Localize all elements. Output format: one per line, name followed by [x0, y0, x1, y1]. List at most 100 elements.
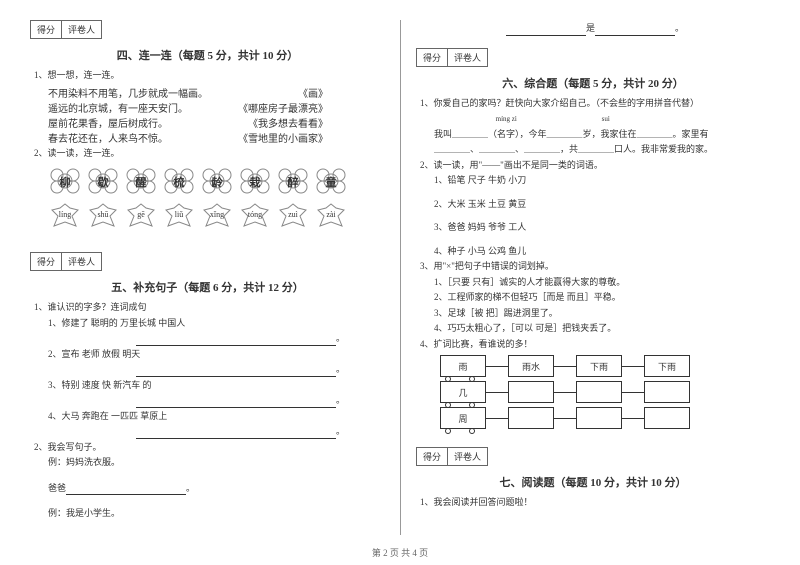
- match-left: 不用染料不用笔，几步就成一幅画。: [48, 85, 208, 100]
- score-label: 得分: [417, 49, 448, 66]
- chain-link: [622, 366, 644, 367]
- score-box-6: 得分 评卷人: [416, 48, 488, 67]
- leaf-item: liǔ: [162, 202, 196, 230]
- chain-box[interactable]: 下雨: [644, 355, 690, 377]
- score-label: 得分: [31, 253, 62, 270]
- leaf-item: tóng: [238, 202, 272, 230]
- flower-char: 梳: [162, 174, 196, 190]
- marker-label: 评卷人: [448, 49, 487, 66]
- section-6-title: 六、综合题（每题 5 分，共计 20 分）: [416, 75, 770, 91]
- q5-1: 1、谁认识的字多？连词成句: [34, 301, 385, 315]
- chain-box[interactable]: 雨水: [508, 355, 554, 377]
- leaf-pinyin: xǐng: [200, 210, 234, 219]
- leaf-pinyin: líng: [48, 210, 82, 219]
- q6-1: 1、你爱自己的家吗？赶快向大家介绍自己。（不会些的字用拼音代替）: [420, 97, 770, 111]
- chain-link: [622, 392, 644, 393]
- baba-line[interactable]: 爸爸。: [48, 482, 385, 496]
- chain-first: 雨: [440, 355, 486, 377]
- answer-line[interactable]: 。: [48, 332, 345, 346]
- answer-line[interactable]: 。: [48, 394, 345, 408]
- q5-item: 1、修建了 聪明的 万里长城 中国人: [48, 317, 385, 331]
- q5-item: 4、大马 奔跑在 一匹匹 草原上: [48, 410, 385, 424]
- answer-line[interactable]: 。: [48, 363, 345, 377]
- chain-first: 几: [440, 381, 486, 403]
- match-row: 不用染料不用笔，几步就成一幅画。 《画》: [48, 85, 328, 100]
- score-label: 得分: [417, 448, 448, 465]
- marker-label: 评卷人: [448, 448, 487, 465]
- leaf-pinyin: liǔ: [162, 210, 196, 219]
- q7-1: 1、我会阅读并回答问题啦！: [420, 496, 770, 510]
- ruby-line: míng zì suì: [434, 112, 770, 126]
- leaf-pinyin: tóng: [238, 210, 272, 219]
- score-box-7: 得分 评卷人: [416, 447, 488, 466]
- match-left: 屋前花果香，屋后树成行。: [48, 115, 168, 130]
- match-left: 春去花还在，人来鸟不惊。: [48, 130, 168, 145]
- match-left: 遥远的北京城，有一座天安门。: [48, 100, 188, 115]
- q6-3-item[interactable]: 2、工程师家的梯不但轻巧［而是 而且］平稳。: [434, 291, 770, 305]
- match-right: 《我多想去看看》: [248, 115, 328, 130]
- word-group[interactable]: 1、铅笔 尺子 牛奶 小刀: [434, 174, 770, 188]
- leaf-pinyin: zài: [314, 210, 348, 219]
- flower-char: 柳: [48, 174, 82, 190]
- word-group[interactable]: 4、种子 小马 公鸡 鱼儿: [434, 245, 770, 259]
- chain-box[interactable]: [508, 407, 554, 429]
- chain-first: 周: [440, 407, 486, 429]
- flower-char: 歇: [86, 174, 120, 190]
- chain-link: [622, 418, 644, 419]
- flower-item: 醉: [276, 166, 310, 196]
- chain-box[interactable]: 下雨: [576, 355, 622, 377]
- page-footer: 第 2 页 共 4 页: [0, 546, 800, 559]
- example-text: 妈妈洗衣服。: [66, 457, 120, 467]
- fill-text-b[interactable]: ＿＿＿＿、＿＿＿＿、＿＿＿＿，共＿＿＿＿口人。我非常爱我的家。: [434, 143, 770, 157]
- left-column: 得分 评卷人 四、连一连（每题 5 分，共计 10 分） 1、想一想，连一连。 …: [30, 20, 400, 535]
- word-group[interactable]: 2、大米 玉米 土豆 黄豆: [434, 198, 770, 212]
- flower-char: 童: [314, 174, 348, 190]
- chain-link: [554, 418, 576, 419]
- chain-link: [554, 366, 576, 367]
- pinyin-ruby: suì: [591, 116, 621, 123]
- match-row: 遥远的北京城，有一座天安门。 《哪座房子最漂亮》: [48, 100, 328, 115]
- q6-3: 3、用"×"把句子中错误的词划掉。: [420, 260, 770, 274]
- word-group[interactable]: 3、爸爸 妈妈 爷爷 工人: [434, 221, 770, 235]
- chain-link: [486, 366, 508, 367]
- flower-item: 醒: [124, 166, 158, 196]
- is-char: 是: [586, 23, 595, 33]
- score-box-4: 得分 评卷人: [30, 20, 102, 39]
- section-4-title: 四、连一连（每题 5 分，共计 10 分）: [30, 47, 385, 63]
- chain-char: 几: [458, 388, 467, 398]
- chain-box[interactable]: [508, 381, 554, 403]
- leaf-item: xǐng: [200, 202, 234, 230]
- flower-row: 柳 歇 醒 梳 龄 栽 醉 童: [48, 166, 385, 196]
- leaf-row: líng shū gē liǔ xǐng tóng zuì zài: [48, 202, 385, 230]
- chain-box[interactable]: [644, 407, 690, 429]
- chain-box[interactable]: [576, 407, 622, 429]
- leaf-item: gē: [124, 202, 158, 230]
- chain-link: [486, 392, 508, 393]
- chain-link: [486, 418, 508, 419]
- chain-box[interactable]: [576, 381, 622, 403]
- flower-char: 龄: [200, 174, 234, 190]
- q5-item: 3、特别 速度 快 新汽车 的: [48, 379, 385, 393]
- fill-text-a[interactable]: 我叫＿＿＿＿（名字），今年＿＿＿＿岁，我家住在＿＿＿＿。家里有: [434, 128, 770, 142]
- leaf-item: zuì: [276, 202, 310, 230]
- q6-3-item[interactable]: 1、［只要 只有］诚实的人才能赢得大家的尊敬。: [434, 276, 770, 290]
- flower-item: 龄: [200, 166, 234, 196]
- match-right: 《画》: [298, 85, 328, 100]
- chain-box[interactable]: [644, 381, 690, 403]
- leaf-pinyin: gē: [124, 210, 158, 219]
- q6-3-item[interactable]: 3、足球［被 把］踢进洞里了。: [434, 307, 770, 321]
- q6-4: 4、扩词比赛，看谁说的多！: [420, 338, 770, 352]
- right-column: 是。 得分 评卷人 六、综合题（每题 5 分，共计 20 分） 1、你爱自己的家…: [400, 20, 770, 535]
- leaf-pinyin: zuì: [276, 210, 310, 219]
- fill-is-line[interactable]: 是。: [420, 22, 770, 36]
- baba-label: 爸爸: [48, 483, 66, 493]
- q6-3-item[interactable]: 4、巧巧太粗心了，［可以 可是］把钱夹丢了。: [434, 322, 770, 336]
- flower-char: 醒: [124, 174, 158, 190]
- match-row: 屋前花果香，屋后树成行。 《我多想去看看》: [48, 115, 328, 130]
- flower-item: 栽: [238, 166, 272, 196]
- leaf-item: shū: [86, 202, 120, 230]
- section-7-title: 七、阅读题（每题 10 分，共计 10 分）: [416, 474, 770, 490]
- chain-char: 雨: [458, 362, 467, 372]
- leaf-item: zài: [314, 202, 348, 230]
- answer-line[interactable]: 。: [48, 425, 345, 439]
